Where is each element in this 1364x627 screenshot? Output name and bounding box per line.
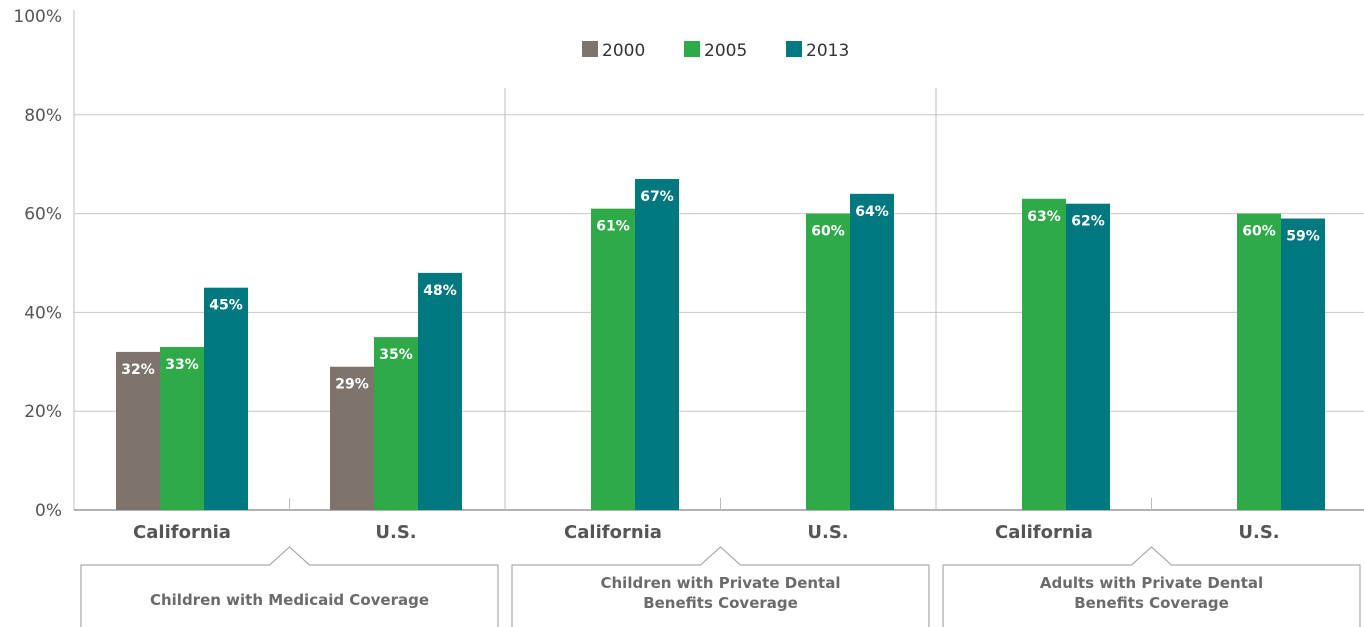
- bar-2005: [806, 213, 850, 510]
- bar-value-label: 59%: [1286, 229, 1320, 245]
- y-tick-label: 20%: [24, 402, 62, 422]
- category-label: U.S.: [1238, 522, 1279, 543]
- category-label: California: [133, 522, 231, 543]
- bar-value-label: 60%: [811, 224, 845, 240]
- group-label: Benefits Coverage: [643, 594, 798, 612]
- legend-label: 2013: [806, 41, 849, 61]
- bar-value-label: 62%: [1071, 214, 1105, 230]
- legend-label: 2005: [704, 41, 747, 61]
- bar-2005: [1237, 213, 1281, 510]
- group-callout-box: [942, 546, 1361, 627]
- bar-2005: [1022, 198, 1066, 510]
- bar-value-label: 35%: [379, 347, 413, 363]
- bar-value-label: 29%: [335, 377, 369, 393]
- bar-value-label: 48%: [423, 283, 457, 299]
- legend-swatch-2000: [582, 41, 598, 57]
- category-label: California: [564, 522, 662, 543]
- bar-value-label: 33%: [165, 357, 199, 373]
- bar-value-label: 63%: [1027, 209, 1061, 225]
- group-label: Adults with Private Dental: [1040, 574, 1263, 592]
- bar-2013: [204, 287, 248, 510]
- group-callout-box: [80, 546, 499, 627]
- bar-value-label: 61%: [596, 219, 630, 235]
- y-tick-label: 0%: [35, 501, 62, 521]
- group-label: Children with Medicaid Coverage: [150, 591, 429, 609]
- bar-value-label: 64%: [855, 204, 889, 220]
- category-label: California: [995, 522, 1093, 543]
- legend-label: 2000: [602, 41, 645, 61]
- y-tick-label: 80%: [24, 106, 62, 126]
- bar-2013: [635, 179, 679, 510]
- bar-value-label: 60%: [1242, 224, 1276, 240]
- group-label: Benefits Coverage: [1074, 594, 1229, 612]
- bar-2013: [850, 193, 894, 510]
- bar-value-label: 45%: [209, 298, 243, 314]
- category-label: U.S.: [807, 522, 848, 543]
- y-tick-label: 40%: [24, 303, 62, 323]
- bar-2000: [116, 351, 160, 510]
- bar-2000: [330, 366, 374, 510]
- bar-2005: [591, 208, 635, 510]
- group-label: Children with Private Dental: [601, 574, 841, 592]
- legend-swatch-2013: [786, 41, 802, 57]
- bar-value-label: 32%: [121, 362, 155, 378]
- bar-2013: [1281, 218, 1325, 511]
- bar-2013: [418, 272, 462, 510]
- legend-swatch-2005: [684, 41, 700, 57]
- bar-value-label: 67%: [640, 189, 674, 205]
- bar-2005: [160, 346, 204, 510]
- y-tick-label: 100%: [13, 7, 62, 27]
- category-label: U.S.: [375, 522, 416, 543]
- group-callout-box: [511, 546, 930, 627]
- bar-2005: [374, 337, 418, 510]
- bar-2013: [1066, 203, 1110, 510]
- y-tick-label: 60%: [24, 205, 62, 225]
